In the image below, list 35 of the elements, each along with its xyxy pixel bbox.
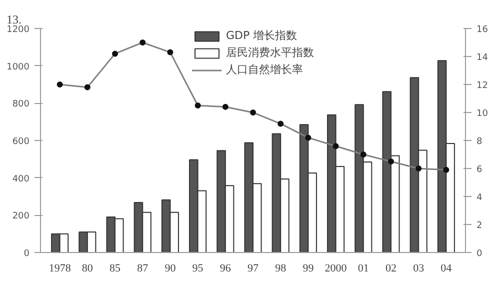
- y2-tick-label: 16: [476, 25, 488, 35]
- x-tick-label: 01: [358, 262, 369, 274]
- legend-label: 居民消费水平指数: [226, 45, 314, 60]
- x-tick-label: 90: [164, 262, 176, 274]
- y2-tick-label: 10: [476, 109, 488, 119]
- legend-label: 人口自然增长率: [226, 62, 303, 77]
- y2-tick-label: 0: [476, 249, 482, 259]
- y2-tick-label: 8: [476, 137, 482, 147]
- x-tick-label: 85: [110, 262, 122, 274]
- y2-tick-label: 4: [476, 193, 482, 203]
- y2-tick-label: 12: [476, 81, 488, 91]
- y-tick-label: 1000: [6, 62, 30, 72]
- x-tick-label: 98: [275, 262, 287, 274]
- x-tick-label: 2000: [324, 262, 348, 274]
- legend-label: GDP 增长指数: [226, 28, 298, 43]
- y2-tick-label: 2: [476, 221, 482, 231]
- y-tick-label: 200: [12, 212, 30, 222]
- x-tick-label: 95: [192, 262, 204, 274]
- y-tick-label: 400: [12, 174, 30, 184]
- x-tick-label: 03: [413, 262, 425, 274]
- x-tick-label: 1978: [48, 262, 72, 274]
- y-tick-label: 600: [12, 137, 30, 147]
- x-tick-label: 99: [302, 262, 314, 274]
- y2-tick-label: 6: [476, 165, 482, 175]
- text: 13.: [6, 12, 22, 26]
- y-tick-label: 0: [24, 249, 30, 259]
- x-tick-label: 97: [248, 262, 259, 274]
- y-tick-label: 800: [12, 100, 30, 110]
- x-tick-label: 87: [137, 262, 149, 274]
- x-tick-label: 04: [440, 262, 452, 274]
- y-tick-label: 1200: [6, 25, 30, 35]
- x-tick-label: 02: [385, 262, 396, 274]
- y2-tick-label: 14: [476, 53, 488, 63]
- x-tick-label: 96: [220, 262, 232, 274]
- x-tick-label: 80: [82, 262, 94, 274]
